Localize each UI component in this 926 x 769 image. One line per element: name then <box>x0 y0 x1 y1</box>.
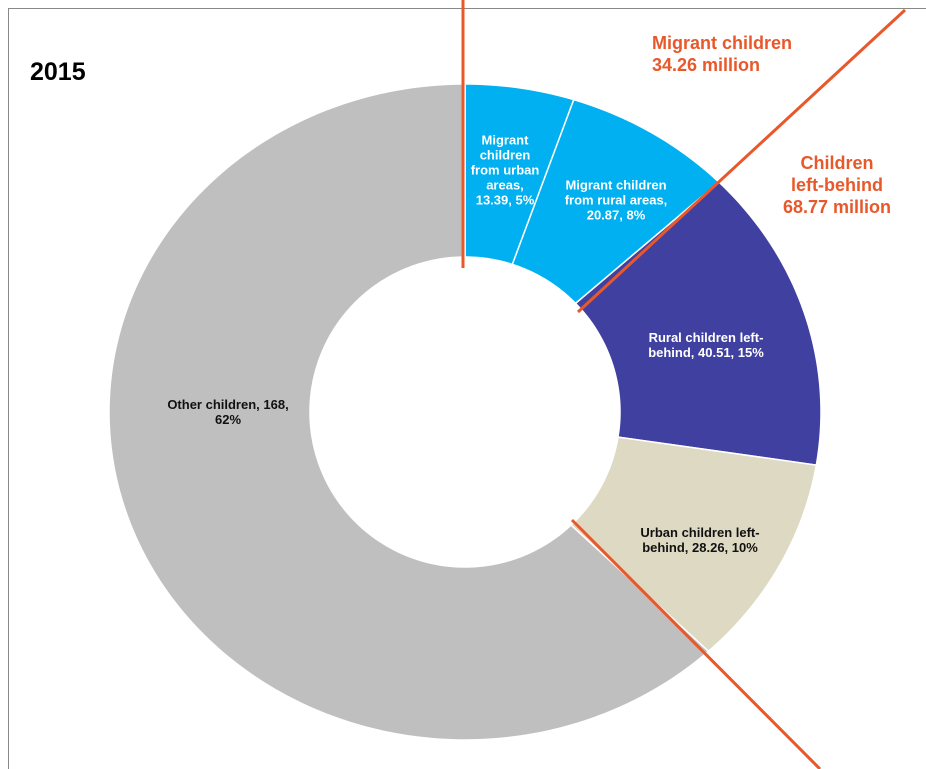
wedge-label: Rural children left-behind, 40.51, 15% <box>648 330 764 360</box>
divider-line <box>576 8 907 314</box>
frame <box>8 8 926 769</box>
wedge-label: Urban children left-behind, 28.26, 10% <box>640 525 760 555</box>
divider-line <box>570 518 822 769</box>
annotation: Children left-behind 68.77 million <box>783 153 892 217</box>
wedge-label: Migrant children from rural areas, 20.87… <box>564 177 668 223</box>
wedge <box>108 83 710 741</box>
wedge-label: Migrant children from urban areas, 13.39… <box>470 132 540 208</box>
chart-title: 2015 <box>30 58 86 86</box>
wedges <box>108 83 822 741</box>
wedge-label: Other children, 168, 62% <box>167 397 289 427</box>
annotation: Migrant children 34.26 million <box>652 33 793 75</box>
